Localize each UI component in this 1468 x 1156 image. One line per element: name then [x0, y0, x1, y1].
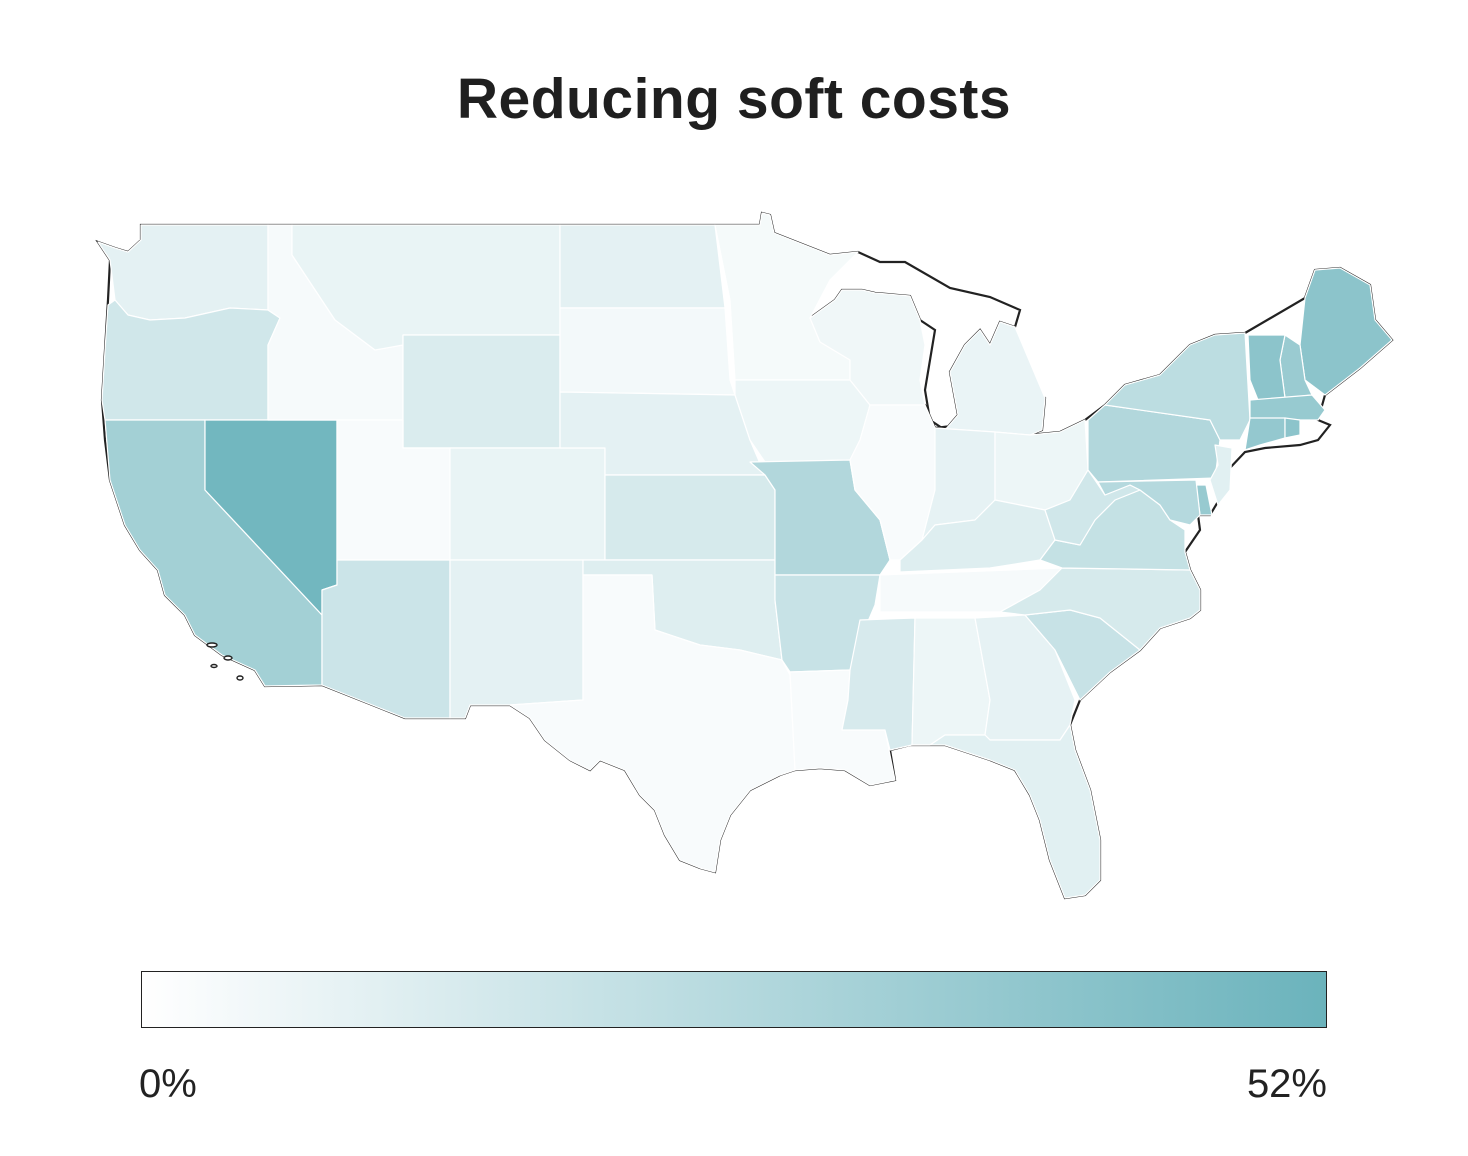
- state-ny: [1104, 332, 1251, 441]
- state-fl: [911, 724, 1101, 899]
- state-ma: [1249, 394, 1326, 421]
- state-or: [101, 299, 281, 421]
- state-wy: [402, 334, 561, 449]
- state-ks: [604, 474, 776, 561]
- legend-max-label: 52%: [1246, 1062, 1327, 1106]
- state-co: [449, 447, 606, 561]
- state-nd: [559, 224, 726, 309]
- state-sd: [559, 307, 736, 396]
- state-me: [1299, 267, 1393, 396]
- state-wi: [809, 289, 926, 406]
- state-nj: [1209, 444, 1233, 506]
- chart-title: Reducing soft costs: [456, 67, 1012, 131]
- state-md: [1097, 479, 1201, 526]
- state-ri: [1284, 417, 1301, 439]
- color-scale-legend: [141, 971, 1327, 1028]
- state-il: [849, 404, 936, 561]
- legend-min-label: 0%: [139, 1062, 197, 1106]
- state-az: [321, 559, 451, 719]
- state-wa: [97, 224, 269, 321]
- state-mi: [934, 321, 1046, 436]
- state-nm: [449, 559, 584, 719]
- state-vt: [1247, 334, 1286, 401]
- state-ct: [1244, 417, 1286, 451]
- channel-islands: [206, 642, 244, 681]
- state-ia: [734, 379, 871, 463]
- state-tx: [509, 574, 796, 873]
